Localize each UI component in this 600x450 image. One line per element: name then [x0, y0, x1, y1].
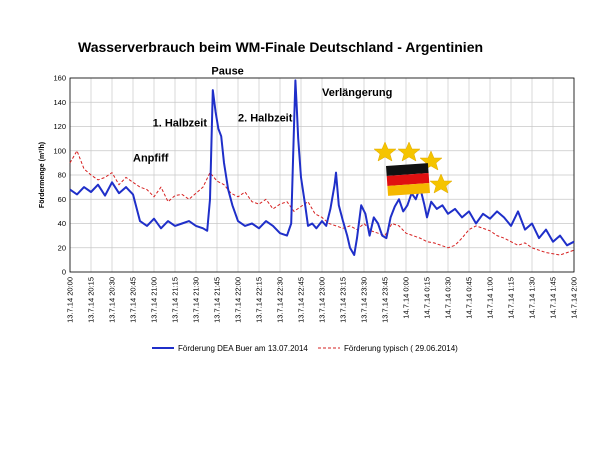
series-line-typical — [69, 150, 575, 256]
x-tick-label: 13.7.14 20:15 — [87, 277, 96, 323]
legend-label: Förderung typisch ( 29.06.2014) — [344, 344, 458, 353]
german-flag-icon — [386, 163, 430, 196]
x-tick-label: 13.7.14 20:45 — [129, 277, 138, 323]
x-tick-label: 14.7.14 2:00 — [570, 277, 579, 319]
x-tick-label: 14.7.14 1:00 — [486, 277, 495, 319]
x-tick-label: 14.7.14 0:00 — [402, 277, 411, 319]
x-tick-label: 14.7.14 0:15 — [423, 277, 432, 319]
y-tick-label: 160 — [53, 74, 66, 83]
x-tick-label: 13.7.14 23:15 — [339, 277, 348, 323]
grid — [69, 77, 575, 273]
star-icon — [373, 141, 397, 162]
annotation-label: Verlängerung — [322, 87, 392, 99]
x-tick-label: 13.7.14 23:45 — [381, 277, 390, 323]
x-tick-label: 14.7.14 1:15 — [507, 277, 516, 319]
series-group — [69, 79, 575, 256]
annotation-label: Pause — [211, 65, 243, 77]
y-tick-label: 40 — [58, 219, 66, 228]
annotations: Anpfiff 1. Halbzeit Pause 2. Halbzeit Verlän… — [133, 65, 392, 164]
legend-label: Förderung DEA Buer am 13.07.2014 — [178, 344, 308, 353]
x-tick-label: 14.7.14 1:45 — [549, 277, 558, 319]
y-tick-label: 60 — [58, 195, 66, 204]
star-icon — [429, 173, 453, 194]
x-tick-label: 13.7.14 22:45 — [297, 277, 306, 323]
x-tick-label: 13.7.14 21:00 — [150, 277, 159, 323]
x-tick-label: 13.7.14 21:15 — [171, 277, 180, 323]
y-axis-label: Fördermenge (m³/h) — [39, 142, 46, 208]
annotation-label: 2. Halbzeit — [238, 113, 293, 125]
x-tick-label: 13.7.14 23:00 — [318, 277, 327, 323]
x-tick-label: 13.7.14 21:30 — [192, 277, 201, 323]
x-tick-label: 13.7.14 22:30 — [276, 277, 285, 323]
x-axis-ticks: 13.7.14 20:00 13.7.14 20:15 13.7.14 20:30 1… — [66, 277, 579, 323]
series-line-dea-buer — [69, 79, 575, 256]
chart-title: Wasserverbrauch beim WM-Finale Deutschla… — [78, 39, 483, 55]
x-tick-label: 14.7.14 0:45 — [465, 277, 474, 319]
stars-decoration — [373, 141, 453, 194]
plot-area — [69, 77, 575, 273]
x-tick-label: 13.7.14 23:30 — [360, 277, 369, 323]
y-tick-label: 140 — [53, 98, 66, 107]
legend: Förderung DEA Buer am 13.07.2014 Förderun… — [152, 344, 458, 353]
y-tick-label: 20 — [58, 243, 66, 252]
x-tick-label: 14.7.14 0:30 — [444, 277, 453, 319]
y-tick-label: 120 — [53, 122, 66, 131]
x-tick-label: 13.7.14 20:00 — [66, 277, 75, 323]
y-tick-label: 0 — [62, 268, 66, 277]
x-tick-label: 13.7.14 21:45 — [213, 277, 222, 323]
x-tick-label: 14.7.14 1:30 — [528, 277, 537, 319]
star-icon — [397, 141, 421, 162]
x-tick-label: 13.7.14 20:30 — [108, 277, 117, 323]
annotation-label: 1. Halbzeit — [153, 118, 208, 130]
annotation-label: Anpfiff — [133, 153, 169, 165]
y-tick-label: 100 — [53, 146, 66, 155]
y-tick-label: 80 — [58, 171, 66, 180]
y-axis-ticks: 0 20 40 60 80 100 120 140 160 — [53, 74, 66, 277]
x-tick-label: 13.7.14 22:00 — [234, 277, 243, 323]
x-tick-label: 13.7.14 22:15 — [255, 277, 264, 323]
